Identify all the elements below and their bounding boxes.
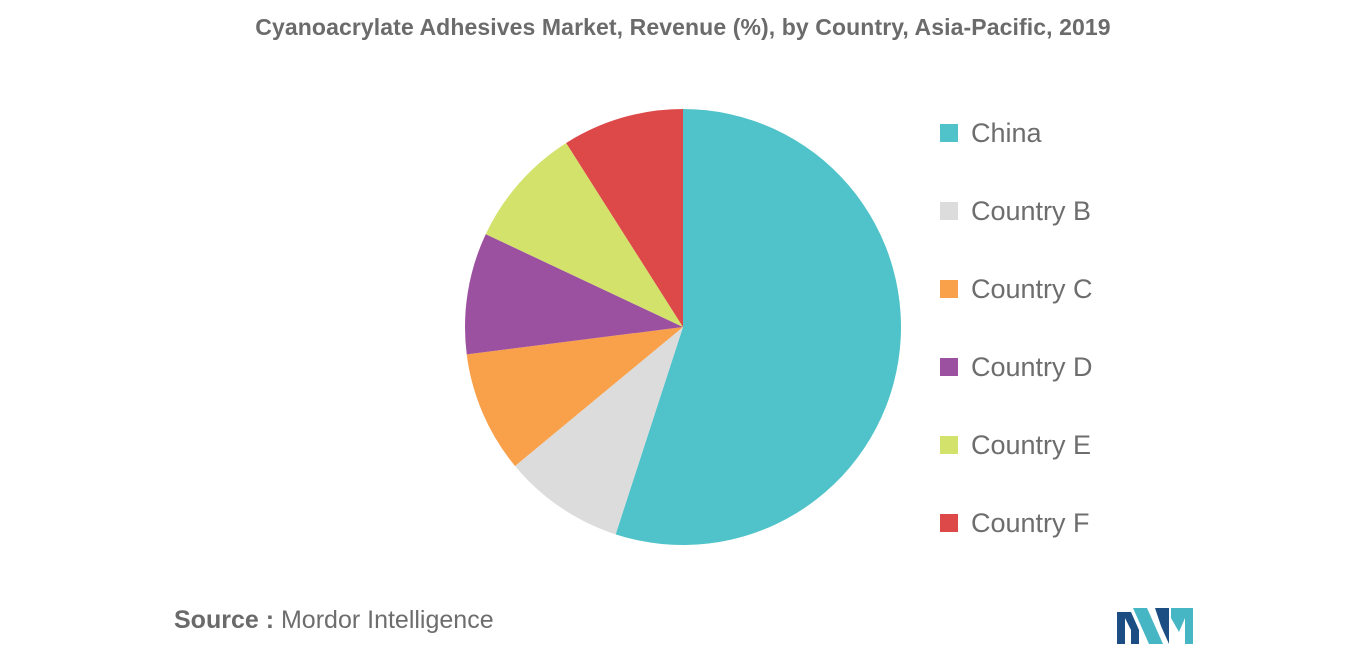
pie-slice-country-b [515, 327, 683, 535]
legend-swatch [940, 436, 958, 454]
legend-item-country-e: Country E [940, 424, 1240, 466]
logo-shape-mid [1133, 608, 1163, 644]
legend-swatch [940, 280, 958, 298]
pie-slice-country-d [465, 234, 683, 355]
legend-label: Country B [971, 195, 1092, 226]
source-key: Source : [174, 606, 275, 634]
legend-swatch [940, 514, 958, 532]
legend-label: Country C [971, 273, 1093, 304]
source-note: Source : Mordor Intelligence [174, 606, 494, 635]
logo-shape-right [1171, 608, 1193, 644]
legend-item-country-c: Country C [940, 268, 1240, 310]
legend-item-china: China [940, 112, 1240, 154]
chart-title: Cyanoacrylate Adhesives Market, Revenue … [255, 14, 1111, 40]
legend-label: Country E [971, 429, 1092, 460]
mordor-intelligence-logo [1117, 608, 1193, 644]
pie-slice-country-e [485, 142, 683, 327]
pie-slice-country-f [566, 109, 683, 327]
legend-item-country-b: Country B [940, 190, 1240, 232]
legend-swatch [940, 358, 958, 376]
logo-shape-left [1117, 612, 1139, 644]
source-value: Mordor Intelligence [280, 606, 494, 634]
legend-swatch [940, 202, 958, 220]
logo-shape-mid2 [1155, 608, 1169, 644]
legend: China Country B Country C Country D Coun… [940, 112, 1240, 580]
pie-slice-china [615, 109, 901, 545]
legend-item-country-d: Country D [940, 346, 1240, 388]
pie-slice-country-c [466, 327, 683, 466]
legend-item-country-f: Country F [940, 502, 1240, 544]
legend-label: Country F [971, 507, 1090, 538]
legend-label: China [971, 117, 1042, 148]
legend-swatch [940, 124, 958, 142]
legend-label: Country D [971, 351, 1093, 382]
